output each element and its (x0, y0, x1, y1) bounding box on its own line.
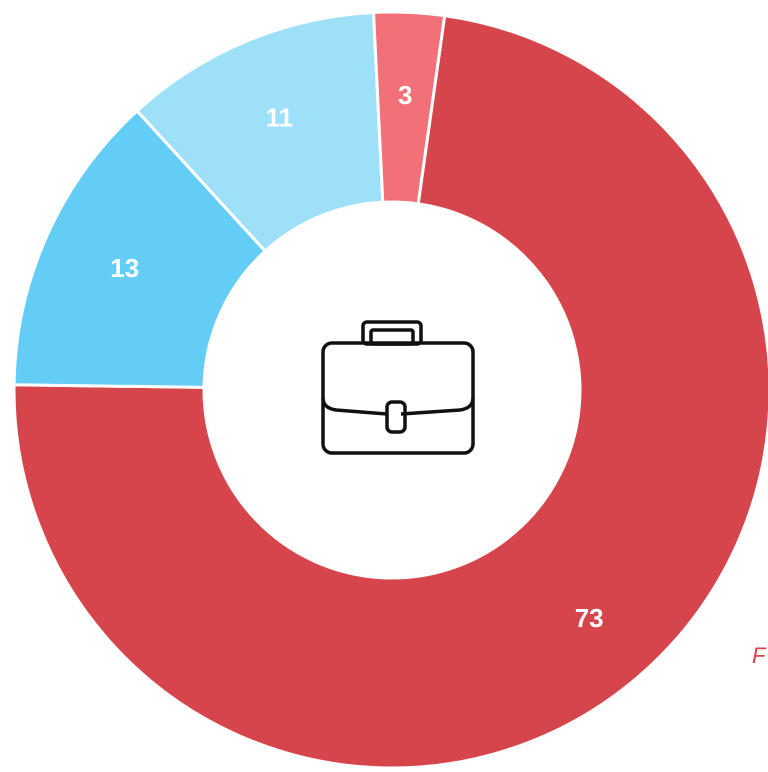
slice (12, 13, 768, 770)
slices (12, 10, 768, 770)
value-label: 11 (266, 102, 294, 132)
slice (12, 108, 268, 389)
briefcase-icon (321, 320, 475, 455)
value-label: 3 (398, 80, 412, 110)
annotation: F (752, 643, 767, 668)
slice (371, 10, 447, 206)
value-label: 13 (110, 253, 139, 283)
value-label: 73 (575, 603, 604, 633)
labels: 73 13 11 3 (110, 80, 603, 633)
slice (134, 10, 385, 254)
